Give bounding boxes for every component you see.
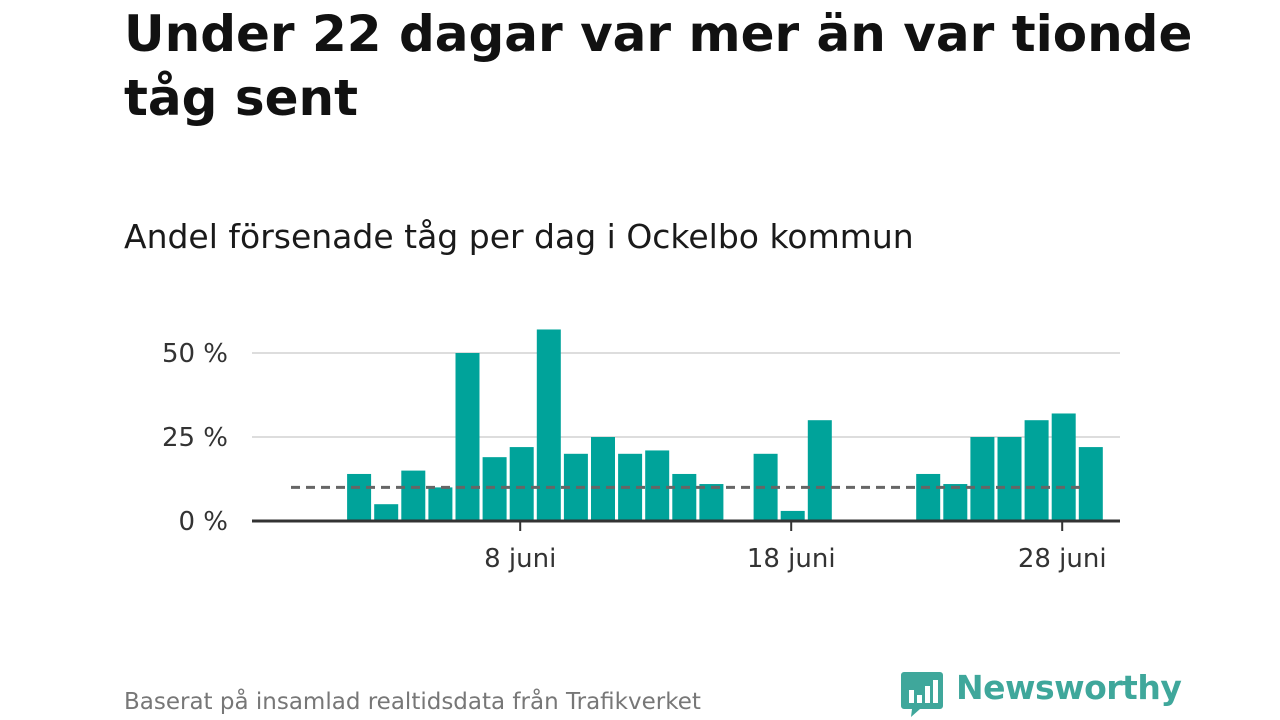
chart-title: Under 22 dagar var mer än var tionde tåg…: [124, 5, 1193, 127]
x-tick-label: 28 juni: [1018, 544, 1107, 574]
bar: [997, 437, 1022, 521]
newsworthy-logo-icon: [901, 672, 943, 717]
bars: [347, 329, 1103, 521]
bar: [1024, 420, 1049, 521]
newsworthy-logo-text: Newsworthy: [956, 668, 1182, 707]
bar: [970, 437, 995, 521]
bar: [780, 510, 805, 521]
bar: [482, 457, 507, 521]
bar: [672, 473, 697, 521]
bar: [536, 329, 561, 521]
y-tick-label: 50 %: [162, 339, 228, 369]
y-tick-label: 0 %: [178, 507, 228, 537]
bar: [428, 487, 453, 521]
bar: [645, 450, 670, 521]
bar: [455, 353, 480, 521]
axes: [252, 519, 1120, 531]
grid-lines: [252, 352, 1120, 438]
bar-chart: 0 % 25 % 50 % 8 juni 18 juni 28 juni: [162, 329, 1120, 574]
bar: [916, 473, 941, 521]
tick-labels: 0 % 25 % 50 % 8 juni 18 juni 28 juni: [162, 339, 1107, 574]
bar: [591, 437, 615, 521]
bar: [374, 504, 399, 521]
bar: [699, 484, 724, 521]
bar: [807, 420, 832, 521]
bar: [509, 447, 534, 521]
chart-subtitle: Andel försenade tåg per dag i Ockelbo ko…: [124, 217, 914, 256]
x-tick-label: 18 juni: [747, 544, 836, 574]
source-note: Baserat på insamlad realtidsdata från Tr…: [124, 689, 701, 715]
bar: [1078, 447, 1103, 521]
x-tick-label: 8 juni: [484, 544, 556, 574]
bar: [401, 470, 426, 521]
y-tick-label: 25 %: [162, 423, 228, 453]
bar: [347, 473, 372, 521]
bar: [943, 484, 968, 521]
bar: [1051, 413, 1076, 521]
